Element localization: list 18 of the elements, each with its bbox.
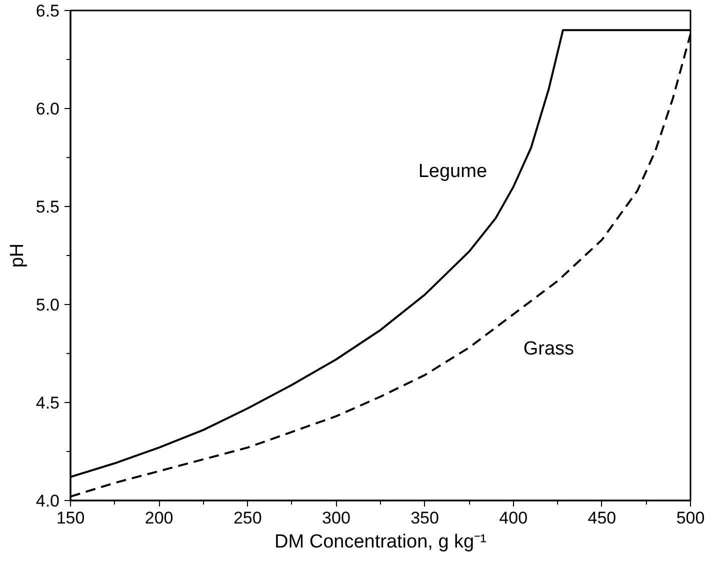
series-label: Grass: [523, 338, 574, 360]
y-tick-label: 4.0: [36, 492, 60, 510]
y-tick-label: 6.5: [36, 2, 60, 20]
x-tick-label: 150: [56, 508, 85, 528]
y-tick-label: 5.5: [36, 198, 60, 216]
x-tick-label: 300: [322, 508, 350, 528]
x-tick-label: 450: [588, 508, 616, 528]
y-tick-label: 5.0: [36, 296, 60, 314]
x-tick-label: 350: [410, 508, 439, 528]
x-axis-title: DM Concentration, g kg⁻¹: [274, 532, 486, 552]
x-tick-label: 500: [676, 508, 705, 528]
y-axis-title: pH: [6, 243, 28, 268]
x-tick-label: 200: [144, 508, 174, 528]
y-tick-label: 4.5: [36, 394, 60, 412]
y-tick-label: 6.0: [36, 100, 60, 118]
x-tick-label: 400: [499, 508, 528, 528]
series-label: Legume: [418, 160, 488, 182]
x-tick-label: 250: [233, 508, 262, 528]
